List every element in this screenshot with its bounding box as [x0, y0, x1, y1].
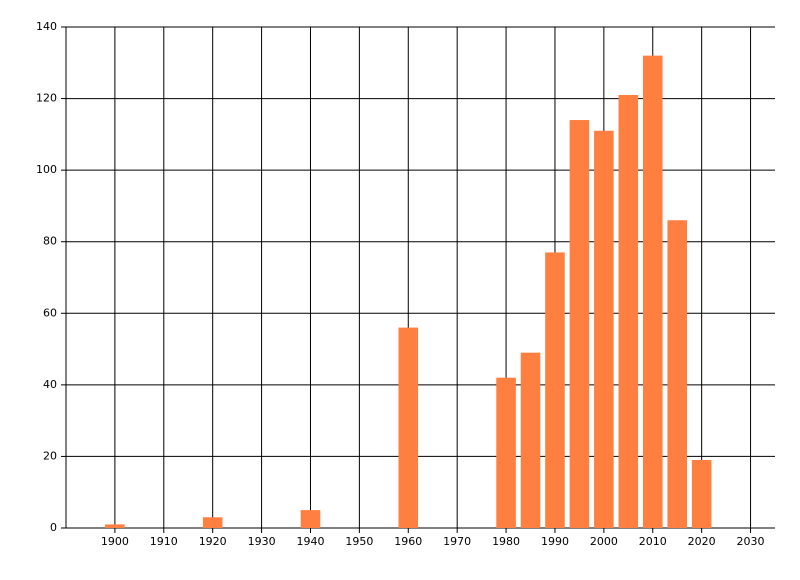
y-tick-label: 20 — [43, 449, 57, 462]
bar — [642, 55, 663, 528]
x-tick-label: 2020 — [688, 535, 716, 548]
x-tick-label: 1970 — [443, 535, 471, 548]
y-tick-label: 80 — [43, 235, 57, 248]
x-tick-label: 1900 — [101, 535, 129, 548]
y-tick-label: 0 — [50, 521, 57, 534]
x-tick-label: 1940 — [296, 535, 324, 548]
bar — [202, 517, 223, 528]
bar — [105, 524, 125, 528]
x-tick-label: 1980 — [492, 535, 520, 548]
x-tick-label: 1920 — [199, 535, 227, 548]
x-tick-label: 1990 — [541, 535, 569, 548]
x-tick-label: 1950 — [345, 535, 373, 548]
bar — [569, 120, 590, 529]
x-tick-label: 1960 — [394, 535, 422, 548]
bar — [667, 220, 687, 528]
bar — [496, 377, 516, 528]
y-tick-label: 120 — [36, 92, 57, 105]
bar — [594, 130, 614, 528]
y-tick-label: 40 — [43, 378, 57, 391]
y-tick-label: 100 — [36, 163, 57, 176]
bar — [520, 352, 541, 528]
y-tick-label: 60 — [43, 306, 57, 319]
bar — [618, 94, 639, 528]
bar — [300, 510, 321, 528]
x-tick-label: 2030 — [737, 535, 765, 548]
x-tick-label: 1930 — [248, 535, 276, 548]
bar — [545, 252, 565, 528]
x-tick-label: 2000 — [590, 535, 618, 548]
y-tick-label: 140 — [36, 20, 57, 33]
x-tick-label: 2010 — [639, 535, 667, 548]
bar — [691, 460, 712, 528]
bar — [398, 327, 419, 528]
x-tick-label: 1910 — [150, 535, 178, 548]
